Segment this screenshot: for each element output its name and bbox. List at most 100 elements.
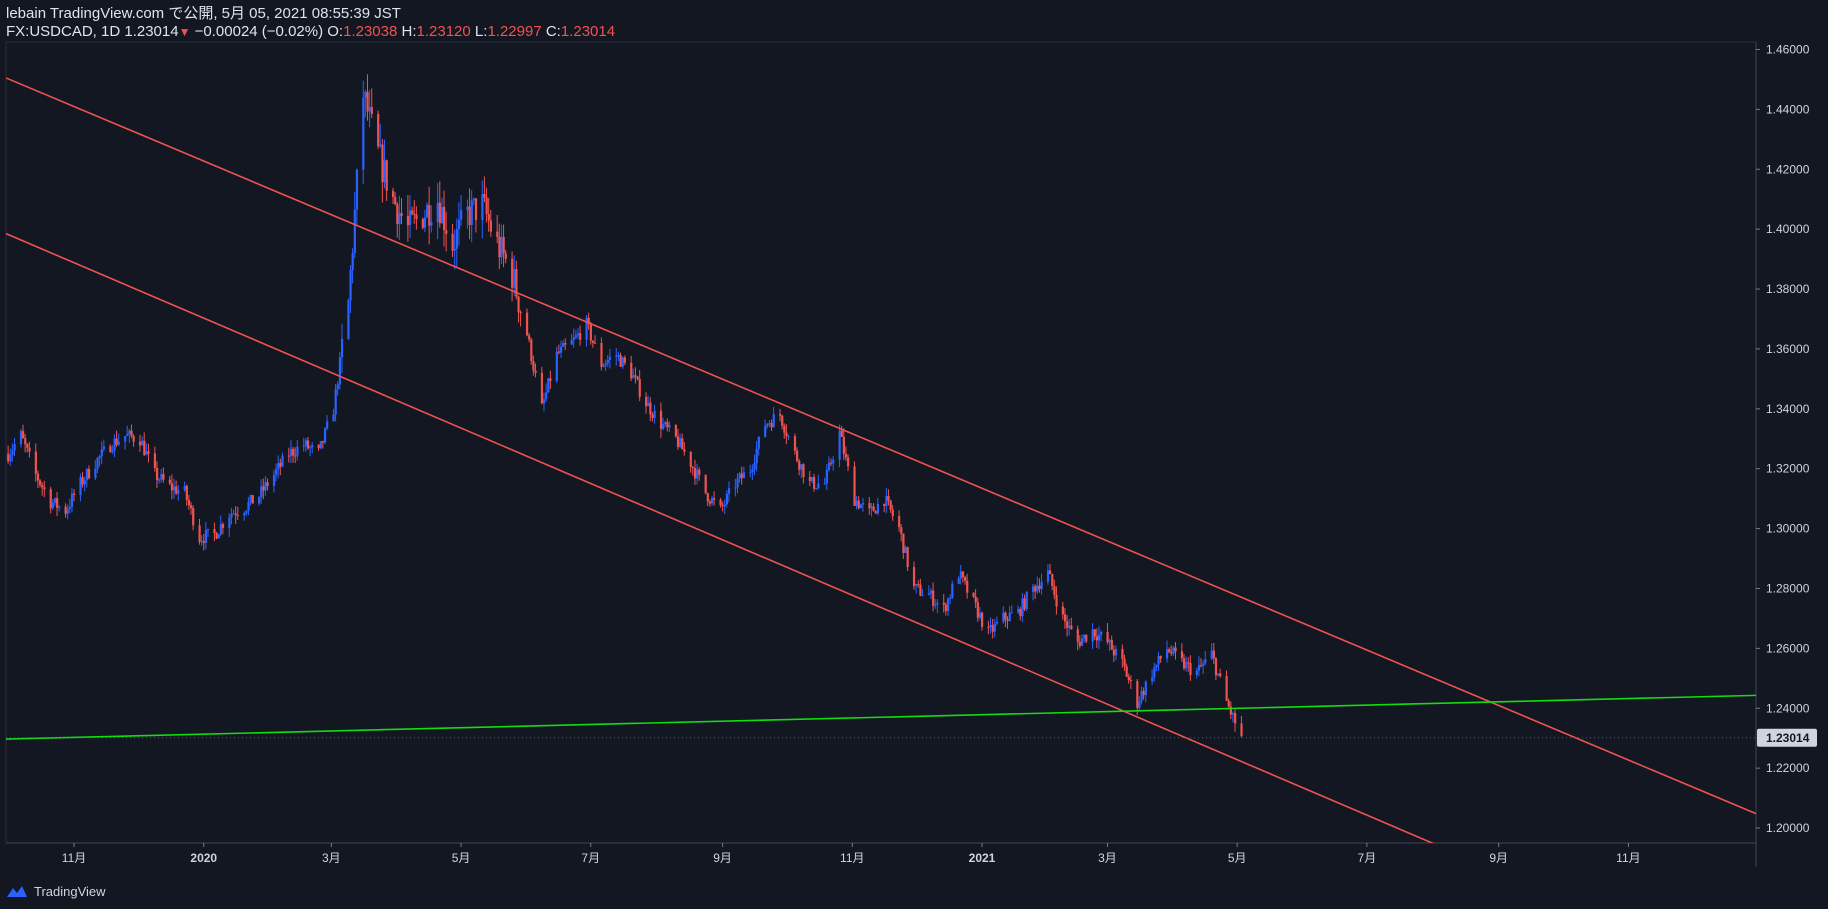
candle-body [915,584,918,586]
candle-body [921,595,924,597]
candle-body [1121,648,1124,659]
candle-body [1053,586,1056,595]
candle-body [426,204,429,218]
candle-body [483,193,486,198]
candle-body [1021,598,1024,617]
candle-body [243,513,246,516]
candle-body [904,547,907,553]
candle-body [559,346,563,353]
candle-body [311,445,314,448]
y-tick-label: 1.42000 [1766,162,1810,176]
candle-body [87,469,91,479]
candle-body [1204,659,1207,664]
candle-body [674,425,678,437]
candle-body [53,498,57,503]
candle-body [632,375,635,379]
open-value: 1.23038 [343,23,398,40]
candle-body [736,478,739,488]
candle-body [1140,691,1143,702]
candle-body [56,498,59,508]
candle-body [326,421,329,429]
candle-body [221,524,225,529]
candle-body [691,467,695,469]
candle-body [215,533,218,539]
candle-body [9,455,12,462]
candle-body [317,445,320,449]
candle-body [1002,612,1005,622]
x-tick-label: 3月 [1098,851,1117,865]
candle-body [7,453,10,462]
candle-body [1070,625,1073,630]
candle-body [398,213,401,225]
candle-body [900,527,903,534]
candle-body [289,448,293,457]
candle-body [1010,612,1013,614]
candle-body [555,351,558,381]
candle-body [1032,586,1035,592]
candle-body [1159,655,1162,659]
candle-body [249,495,252,503]
candle-body [204,530,208,544]
footer-brand[interactable]: TradingView [6,880,106,902]
candle-body [725,493,729,505]
candle-body [213,528,216,534]
candle-body [855,500,858,506]
close-label: C: [545,23,561,40]
y-tick-label: 1.40000 [1766,222,1810,236]
candle-body [1219,673,1222,677]
y-tick-label: 1.22000 [1766,761,1810,775]
candle-body [1055,594,1058,607]
candle-body [738,473,741,479]
x-tick-label: 11月 [1616,851,1640,865]
candle-body [1106,631,1109,643]
symbol-label[interactable]: FX:USDCAD, 1D [6,23,121,40]
candle-body [844,453,848,458]
candle-body [1180,651,1184,659]
candle-body [24,438,27,445]
x-tick-label: 7月 [581,851,600,865]
candle-body [959,571,962,579]
candle-body [615,355,618,357]
candle-body [719,499,722,506]
candle-body [817,483,820,489]
candle-body [472,198,476,201]
y-tick-label: 1.46000 [1766,42,1810,56]
candle-body [532,361,535,371]
plot-area [5,41,1757,844]
candle-body [183,485,186,491]
candle-body [292,448,295,456]
candle-body [942,602,945,605]
candle-body [172,486,176,491]
candle-body [847,457,850,467]
low-label: L: [474,23,488,40]
candle-body [562,343,565,347]
candle-body [542,399,546,404]
candle-body [455,229,458,249]
candle-body [1066,621,1069,628]
candle-body [946,598,950,612]
candle-body [438,202,441,224]
candle-body [912,567,916,586]
y-tick-label: 1.38000 [1766,282,1810,296]
candle-body [132,436,135,442]
candle-body [309,447,312,449]
y-tick-label: 1.28000 [1766,581,1810,595]
candle-body [827,462,831,471]
candle-body [275,469,278,475]
candle-body [347,300,350,339]
candle-body [1061,606,1065,615]
candle-body [111,450,114,453]
tradingview-logo-icon [7,886,27,897]
candle-body [781,415,784,426]
candle-body [1157,655,1160,665]
candle-body [1153,667,1156,678]
candle-body [364,92,367,98]
last-price-tag-label: 1.23014 [1766,731,1810,745]
candle-body [160,474,163,480]
candle-body [1004,612,1007,620]
candle-body [145,451,148,455]
candle-body [966,580,969,593]
candle-body [379,144,382,147]
candle-body [545,392,548,400]
